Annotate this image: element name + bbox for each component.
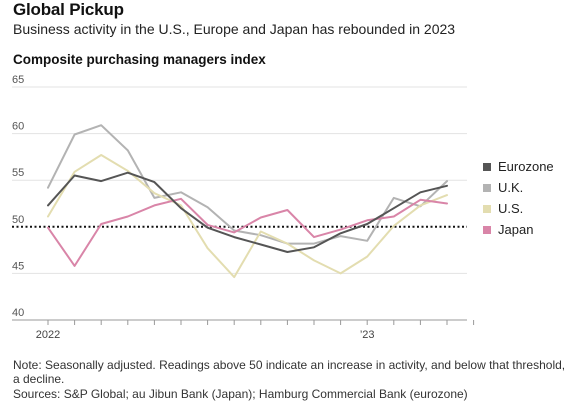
chart-subtitle: Business activity in the U.S., Europe an… bbox=[13, 21, 456, 37]
x-tick-label: ’23 bbox=[360, 329, 375, 341]
y-tick-label: 40 bbox=[12, 307, 24, 319]
legend-swatch bbox=[483, 225, 491, 234]
y-tick-label: 65 bbox=[12, 74, 24, 86]
grid-layer bbox=[12, 86, 467, 321]
chart-note: Note: Seasonally adjusted. Readings abov… bbox=[13, 358, 566, 386]
y-tick-label: 45 bbox=[12, 260, 24, 272]
chart-heading: Composite purchasing managers index bbox=[13, 52, 266, 67]
chart-sources: Sources: S&P Global; au Jibun Bank (Japa… bbox=[13, 387, 468, 401]
x-tick-label: 2022 bbox=[36, 329, 60, 341]
legend-item: Japan bbox=[483, 219, 554, 240]
series-layer bbox=[47, 124, 448, 279]
legend-item: U.S. bbox=[483, 198, 554, 219]
legend-swatch bbox=[483, 204, 491, 213]
y-tick-label: 55 bbox=[12, 167, 24, 179]
legend-item: U.K. bbox=[483, 177, 554, 198]
legend-label: Japan bbox=[498, 222, 534, 237]
legend-item: Eurozone bbox=[483, 156, 554, 177]
legend-label: U.S. bbox=[498, 201, 524, 216]
series-line-eurozone bbox=[47, 171, 448, 253]
legend-label: U.K. bbox=[498, 180, 524, 195]
legend: Eurozone U.K. U.S. Japan bbox=[483, 156, 554, 240]
axis-layer: 40 45 50 55 60 65 2022 ’23 bbox=[12, 74, 475, 341]
y-tick-label: 60 bbox=[12, 121, 24, 133]
legend-swatch bbox=[483, 183, 491, 192]
legend-label: Eurozone bbox=[498, 159, 554, 174]
legend-swatch bbox=[483, 162, 491, 171]
chart-title: Global Pickup bbox=[13, 0, 124, 19]
series-line-u-s bbox=[47, 154, 448, 279]
series-line-japan bbox=[47, 197, 448, 267]
y-tick-label: 50 bbox=[12, 214, 24, 226]
